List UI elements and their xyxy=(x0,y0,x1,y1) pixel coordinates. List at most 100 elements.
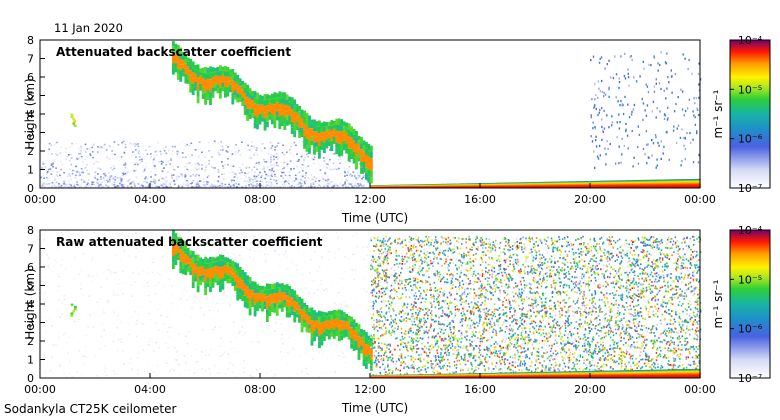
noise-cell xyxy=(307,152,309,155)
noise-cell xyxy=(52,159,54,162)
noise-cell xyxy=(289,160,292,162)
noise-cell xyxy=(172,333,175,336)
noise-cell xyxy=(232,159,235,162)
noise-cell xyxy=(295,144,297,146)
noise-cell xyxy=(213,373,215,375)
noise-cell xyxy=(296,153,298,155)
noise-cell xyxy=(306,153,308,156)
noise-cell xyxy=(268,185,271,187)
noise-cell xyxy=(75,244,77,246)
noise-cell xyxy=(135,335,138,338)
cloud-cell xyxy=(224,81,227,87)
noise-cell xyxy=(617,100,619,103)
noise-cell xyxy=(63,276,66,278)
cloud-cell xyxy=(176,56,180,63)
noise-cell xyxy=(120,258,122,261)
cloud-cell xyxy=(278,122,282,130)
noise-cell xyxy=(321,359,323,362)
noise-cell xyxy=(227,158,229,160)
noise-cell xyxy=(310,183,312,185)
noise-cell xyxy=(338,167,340,170)
noise-cell xyxy=(325,336,328,339)
noise-cell xyxy=(256,183,258,185)
noise-cell xyxy=(329,260,331,262)
noise-cell xyxy=(297,236,300,239)
noise-cell xyxy=(111,329,114,332)
noise-cell xyxy=(276,158,279,160)
noise-cell xyxy=(110,258,113,261)
noise-cell xyxy=(97,173,99,175)
noise-cell xyxy=(340,303,342,305)
noise-cell xyxy=(359,296,362,299)
noise-cell xyxy=(93,183,95,186)
noise-cell xyxy=(359,183,362,185)
noise-cell xyxy=(624,52,626,55)
noise-cell xyxy=(179,317,181,319)
noise-cell xyxy=(292,348,294,350)
cloud-cell xyxy=(191,61,195,68)
noise-cell xyxy=(296,184,298,186)
noise-cell xyxy=(119,338,122,340)
noise-cell xyxy=(53,319,55,322)
noise-cell xyxy=(156,334,159,336)
noise-cell xyxy=(65,357,68,360)
noise-cell xyxy=(350,274,353,277)
noise-cell xyxy=(296,166,298,168)
noise-cell xyxy=(109,145,111,148)
noise-cell xyxy=(215,184,217,186)
noise-cell xyxy=(315,294,318,296)
noise-cell xyxy=(75,240,77,243)
noise-cell xyxy=(263,367,265,370)
noise-cell xyxy=(125,365,128,368)
noise-cell xyxy=(227,163,229,166)
noise-cell xyxy=(135,324,137,327)
cloud-cell xyxy=(357,140,361,145)
cloud-cell xyxy=(310,128,314,133)
noise-cell xyxy=(177,166,179,168)
cloud-cell xyxy=(209,85,212,93)
noise-cell xyxy=(344,171,346,174)
noise-cell xyxy=(190,316,193,319)
noise-cell xyxy=(91,259,93,262)
noise-cell xyxy=(327,180,330,182)
noise-cell xyxy=(202,178,205,180)
noise-cell xyxy=(343,181,346,184)
noise-cell xyxy=(105,328,107,331)
noise-cell xyxy=(212,290,215,292)
noise-cell xyxy=(356,351,358,354)
noise-cell xyxy=(329,345,331,347)
noise-cell xyxy=(315,370,317,373)
noise-cell xyxy=(82,253,85,255)
noise-cell xyxy=(336,371,338,374)
noise-cell xyxy=(148,334,151,336)
noise-cell xyxy=(260,280,262,283)
noise-cell xyxy=(237,169,239,171)
noise-cell xyxy=(63,185,65,188)
noise-cell xyxy=(107,255,110,258)
noise-cell xyxy=(134,149,137,151)
noise-cell xyxy=(238,172,241,174)
noise-cell xyxy=(281,241,283,243)
noise-cell xyxy=(350,183,353,185)
cloud-cell xyxy=(70,115,74,119)
noise-cell xyxy=(184,174,187,176)
cloud-cell xyxy=(251,91,254,96)
noise-cell xyxy=(264,256,266,259)
noise-cell xyxy=(104,345,106,347)
cloud-cell xyxy=(350,142,353,149)
noise-cell xyxy=(223,289,226,292)
noise-cell xyxy=(100,277,103,280)
surface-cell xyxy=(625,180,630,188)
noise-cell xyxy=(285,186,287,188)
noise-cell xyxy=(81,348,83,351)
noise-cell xyxy=(89,154,92,156)
noise-cell xyxy=(128,183,131,185)
noise-cell xyxy=(137,373,140,375)
cloud-cell xyxy=(172,63,175,69)
noise-cell xyxy=(199,329,202,331)
noise-cell xyxy=(45,160,48,162)
cloud-cell xyxy=(266,94,269,100)
noise-cell xyxy=(357,174,360,177)
noise-cell xyxy=(224,291,226,293)
noise-cell xyxy=(302,295,304,297)
